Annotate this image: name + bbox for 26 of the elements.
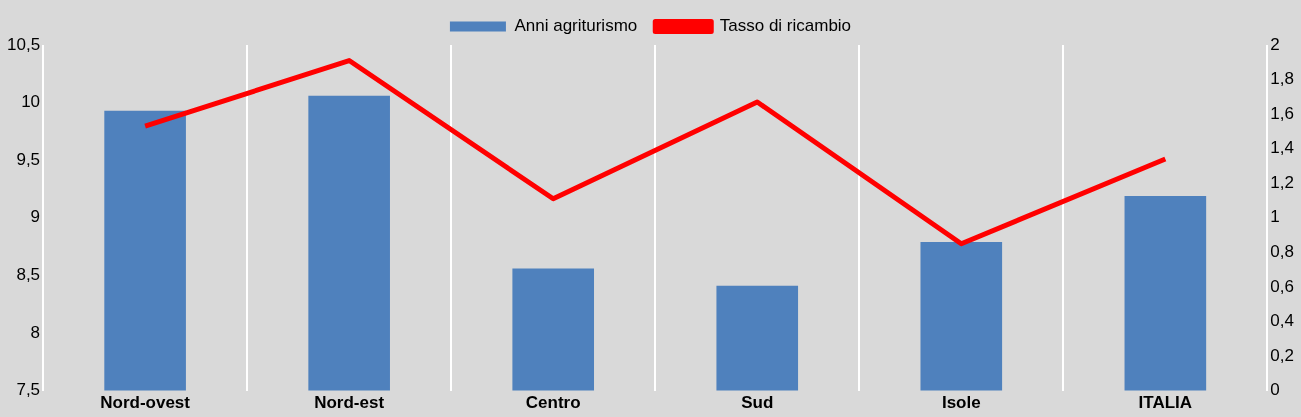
legend-label: Tasso di ricambio bbox=[719, 16, 852, 36]
x-tick-label: ITALIA bbox=[1138, 393, 1193, 413]
x-tick-label: Nord-est bbox=[314, 393, 385, 413]
y-tick-label: 10,5 bbox=[6, 34, 41, 54]
x-tick-label: Nord-ovest bbox=[100, 393, 191, 413]
y-tick-label: 8,5 bbox=[16, 265, 41, 285]
y2-tick-label: 1,2 bbox=[1270, 172, 1295, 192]
y2-tick-label: 1,8 bbox=[1270, 69, 1295, 89]
y2-tick-label: 1,6 bbox=[1270, 103, 1295, 123]
y-tick-label: 7,5 bbox=[16, 380, 41, 400]
x-tick-label: Sud bbox=[741, 393, 774, 413]
y-tick-label: 10 bbox=[21, 92, 41, 112]
y2-tick-label: 1 bbox=[1270, 207, 1280, 227]
y-tick-label: 9 bbox=[30, 207, 41, 227]
y2-tick-label: 2 bbox=[1270, 34, 1280, 54]
y-tick-label: 8 bbox=[30, 322, 41, 342]
y2-tick-label: 0,2 bbox=[1270, 345, 1295, 365]
y2-tick-label: 0,6 bbox=[1270, 276, 1295, 296]
y2-tick-label: 0,8 bbox=[1270, 242, 1295, 262]
legend-label: Anni agriturismo bbox=[514, 16, 638, 36]
x-tick-label: Centro bbox=[525, 393, 581, 413]
y-tick-label: 9,5 bbox=[16, 149, 41, 169]
y2-tick-label: 0,4 bbox=[1270, 311, 1295, 331]
x-tick-label: Isole bbox=[941, 393, 981, 413]
y2-tick-label: 1,4 bbox=[1270, 138, 1295, 158]
y2-tick-label: 0 bbox=[1270, 380, 1280, 400]
